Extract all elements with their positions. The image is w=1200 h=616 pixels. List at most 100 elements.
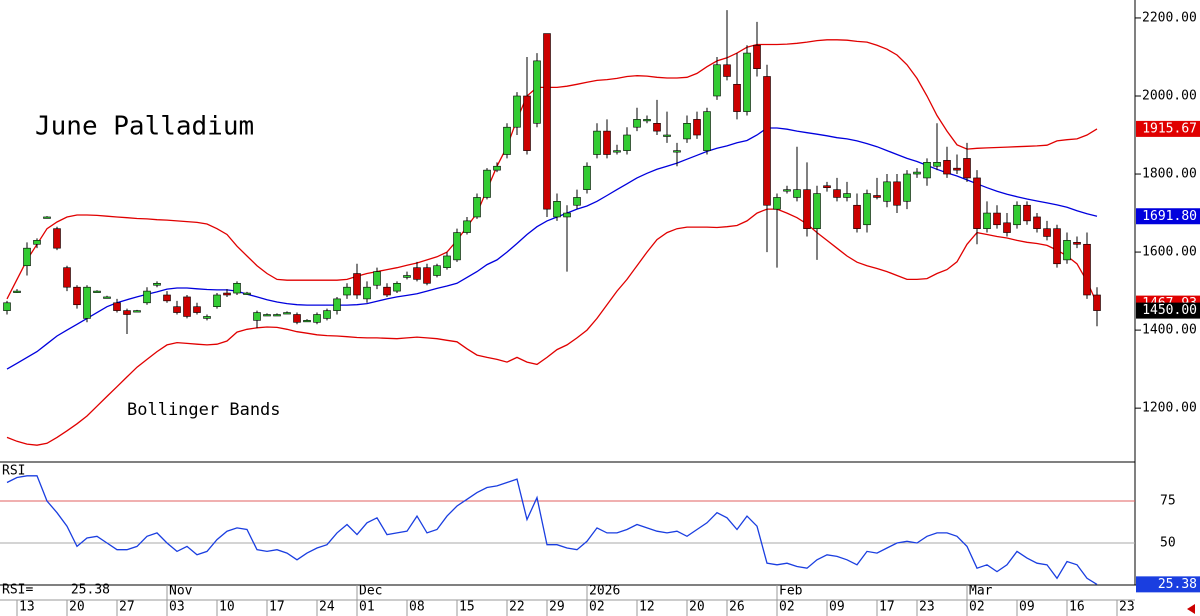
x-tick-label: 17 [269, 600, 285, 615]
chart-title: June Palladium [35, 112, 254, 142]
x-tick-label: 27 [119, 600, 135, 615]
month-label: Dec [359, 584, 382, 599]
candle-body [53, 228, 61, 249]
x-tick-label: 16 [1069, 600, 1085, 615]
candle-body [903, 173, 911, 202]
candle-body [513, 95, 521, 128]
candle-body [1063, 240, 1071, 261]
candle-body [673, 150, 681, 153]
annotation: Bollinger Bands [127, 400, 281, 420]
candle-body [363, 286, 371, 300]
scroll-arrow[interactable] [1187, 604, 1195, 614]
rsi-tick-label: 50 [1160, 535, 1176, 550]
candle-body [1033, 216, 1041, 229]
candle-body [23, 247, 31, 267]
candle-body [523, 95, 531, 151]
candle-body [503, 126, 511, 155]
candle-body [833, 189, 841, 198]
month-label: 2026 [589, 584, 620, 599]
x-tick-label: 09 [1019, 600, 1035, 615]
candle-body [1023, 204, 1031, 222]
x-tick-label: 02 [779, 600, 795, 615]
candle-body [883, 181, 891, 202]
candle-body [693, 119, 701, 136]
last-value-label: 1691.80 [1142, 209, 1197, 224]
candle-body [403, 275, 411, 278]
candle-body [683, 123, 691, 140]
x-tick-label: 09 [829, 600, 845, 615]
x-tick-label: 20 [69, 600, 85, 615]
candle-body [113, 302, 121, 311]
candle-body [623, 134, 631, 151]
candle-body [103, 296, 111, 299]
candle-body [743, 52, 751, 112]
candle-body [803, 189, 811, 229]
candle-body [473, 197, 481, 218]
month-label: Nov [169, 584, 193, 599]
candle-body [263, 314, 271, 317]
x-tick-label: 10 [219, 600, 235, 615]
candle-body [593, 130, 601, 155]
candle-body [3, 302, 11, 311]
candle-body [163, 294, 171, 302]
candle-body [1073, 242, 1081, 245]
candle-body [643, 119, 651, 122]
candle-body [173, 306, 181, 313]
candle-body [343, 286, 351, 296]
x-tick-label: 02 [589, 600, 605, 615]
candle-body [753, 44, 761, 69]
candle-body [223, 292, 231, 296]
y-tick-label: 1800.00 [1142, 167, 1197, 182]
candle-body [493, 165, 501, 171]
candle-body [483, 169, 491, 198]
candle-body [633, 119, 641, 128]
rsi-line [6, 475, 1098, 585]
candle-body [563, 212, 571, 218]
candle-body [973, 177, 981, 229]
bollinger-band [6, 127, 1098, 370]
candle-body [323, 310, 331, 319]
candle-body [353, 273, 361, 296]
x-tick-label: 23 [919, 600, 935, 615]
candle-body [153, 282, 161, 286]
last-value-box [1136, 302, 1200, 319]
candle-body [213, 294, 221, 307]
candle-body [783, 189, 791, 192]
x-tick-label: 22 [509, 600, 525, 615]
x-tick-label: 26 [729, 600, 745, 615]
x-tick-label: 24 [319, 600, 335, 615]
last-value-box [1136, 120, 1200, 137]
candle-body [653, 123, 661, 132]
candle-body [533, 60, 541, 124]
candle-body [93, 290, 101, 293]
candle-body [1053, 228, 1061, 265]
candle-body [813, 193, 821, 229]
x-tick-label: 01 [359, 600, 375, 615]
candle-body [63, 267, 71, 288]
candle-body [143, 290, 151, 304]
x-tick-label: 23 [1119, 600, 1135, 615]
rsi-readout-value: 25.38 [71, 583, 110, 598]
candle-body [943, 160, 951, 175]
candle-body [43, 216, 51, 219]
y-tick-label: 1600.00 [1142, 245, 1197, 260]
candle-body [703, 111, 711, 151]
candle-body [123, 310, 131, 315]
candle-body [603, 130, 611, 155]
candle-body [893, 181, 901, 206]
y-tick-label: 2000.00 [1142, 88, 1197, 103]
candle-body [873, 195, 881, 198]
x-tick-label: 15 [459, 600, 475, 615]
candle-body [1013, 204, 1021, 226]
rsi-tick-label: 75 [1160, 493, 1176, 508]
candle-body [13, 290, 21, 293]
y-tick-label: 1400.00 [1142, 323, 1197, 338]
bollinger-band [6, 39, 1098, 300]
candle-body [663, 134, 671, 137]
candle-body [573, 197, 581, 206]
rsi-label: RSI [2, 464, 25, 479]
x-tick-label: 02 [969, 600, 985, 615]
candle-body [423, 267, 431, 284]
last-value-label: 1450.00 [1142, 303, 1197, 318]
